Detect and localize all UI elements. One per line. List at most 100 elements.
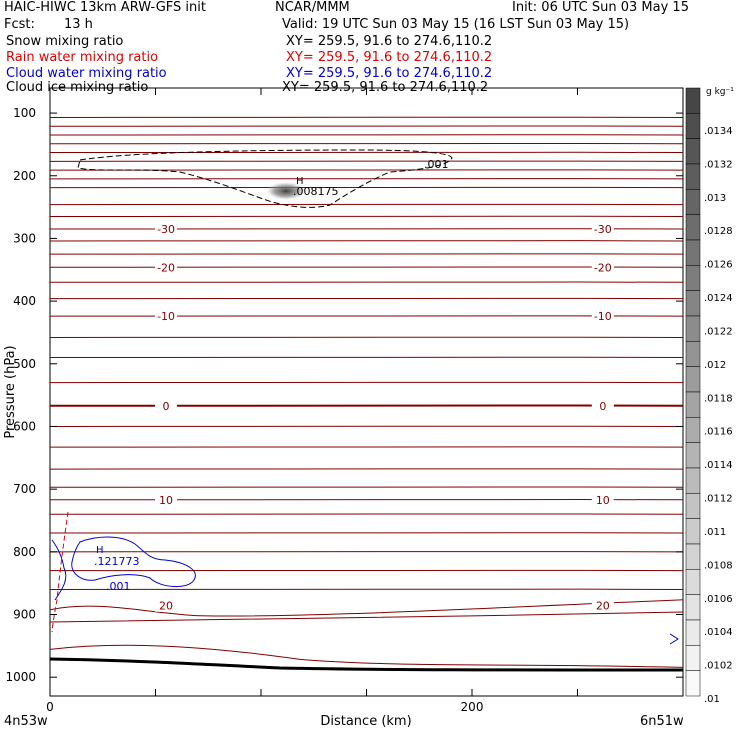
x-start-location: 4n53w bbox=[4, 714, 48, 729]
isotherm-label-bg bbox=[155, 261, 178, 274]
colorbar-label: .0102 bbox=[704, 661, 733, 672]
isotherm-line bbox=[49, 266, 684, 269]
colorbar-label: .0104 bbox=[704, 627, 733, 638]
isotherm-line bbox=[49, 178, 684, 180]
isotherm-label: 0 bbox=[599, 400, 606, 413]
colorbar-swatch bbox=[685, 341, 701, 367]
colorbar-swatch bbox=[685, 493, 701, 519]
colorbar-label: .0126 bbox=[704, 260, 733, 271]
y-tick-label: 100 bbox=[13, 106, 36, 120]
y-tick-label: 700 bbox=[13, 482, 36, 496]
colorbar-swatch bbox=[685, 619, 701, 646]
isotherm-line bbox=[49, 125, 684, 128]
surface-pressure-line bbox=[49, 657, 684, 672]
colorbar-label: .0134 bbox=[704, 126, 733, 137]
cloud-water-contour bbox=[71, 536, 196, 587]
cloud-ice-max-value: .008175 bbox=[293, 185, 339, 198]
isotherm-line bbox=[49, 499, 684, 501]
field-rain-name: Rain water mixing ratio bbox=[6, 50, 159, 65]
isotherm-label-bg bbox=[155, 493, 178, 506]
colorbar-label: .0114 bbox=[704, 460, 733, 471]
isotherm-line bbox=[49, 611, 684, 623]
colorbar-swatch bbox=[685, 87, 701, 114]
y-tick-label: 900 bbox=[13, 608, 36, 622]
field-snow-xy: XY= 259.5, 91.6 to 274.6,110.2 bbox=[286, 34, 493, 49]
isotherm-line bbox=[49, 513, 684, 516]
isotherm-line bbox=[49, 315, 684, 317]
colorbar-swatch bbox=[685, 645, 701, 671]
model-title: HAIC-HIWC 13km ARW-GFS init bbox=[4, 0, 206, 15]
init-time: Init: 06 UTC Sun 03 May 15 bbox=[512, 0, 689, 15]
isotherm-label-bg bbox=[155, 599, 178, 612]
isotherm-line bbox=[49, 215, 684, 218]
colorbar-label: .0122 bbox=[704, 326, 733, 337]
y-tick-label: 200 bbox=[13, 169, 36, 183]
isotherm-line bbox=[49, 486, 684, 489]
cloud-ice-shading bbox=[266, 182, 306, 200]
colorbar-swatch bbox=[685, 239, 701, 266]
colorbar-swatch bbox=[685, 417, 701, 443]
center-title: NCAR/MMM bbox=[275, 0, 350, 15]
field-cloudwater-name: Cloud water mixing ratio bbox=[6, 66, 167, 81]
colorbar-swatch bbox=[685, 442, 701, 469]
colorbar-label: .0132 bbox=[704, 159, 733, 170]
isotherm-line bbox=[49, 532, 684, 534]
isotherm-line bbox=[49, 116, 684, 119]
isotherm-label: -20 bbox=[594, 261, 612, 274]
isotherm-label-bg bbox=[591, 599, 614, 612]
cloud-water-contour-label: .001 bbox=[106, 580, 131, 593]
field-rain-xy: XY= 259.5, 91.6 to 274.6,110.2 bbox=[286, 50, 493, 65]
isotherm-label-bg bbox=[591, 493, 614, 506]
colorbar-label: .0116 bbox=[704, 427, 733, 438]
cloud-water-contour-left bbox=[51, 539, 67, 601]
isotherm-line bbox=[49, 569, 684, 572]
isotherm-label: 20 bbox=[159, 600, 173, 613]
isotherm-line bbox=[49, 281, 684, 284]
colorbar-swatch bbox=[685, 138, 701, 165]
isotherm-line bbox=[49, 551, 684, 553]
colorbar-label: .013 bbox=[704, 193, 726, 204]
isotherm-label: -10 bbox=[157, 310, 175, 323]
y-axis-title: Pressure (hPa) bbox=[3, 345, 18, 438]
x-axis-title: Distance (km) bbox=[320, 714, 411, 729]
cloud-water-max-marker: H bbox=[96, 545, 104, 556]
field-snow-name: Snow mixing ratio bbox=[6, 34, 124, 49]
x-tick-label: 0 bbox=[46, 700, 54, 714]
y-tick-label: 400 bbox=[13, 294, 36, 308]
isotherm-line bbox=[49, 336, 684, 339]
colorbar-unit: g kg⁻¹ bbox=[706, 87, 734, 97]
isotherm-label-bg bbox=[155, 223, 178, 236]
isotherm-line bbox=[49, 425, 684, 428]
colorbar-swatch bbox=[685, 391, 701, 418]
colorbar-swatch bbox=[685, 518, 701, 545]
colorbar-label: .0106 bbox=[704, 594, 733, 605]
colorbar-swatch bbox=[685, 543, 701, 570]
y-tick-label: 600 bbox=[13, 419, 36, 433]
colorbar-label: .012 bbox=[704, 360, 726, 371]
isotherm-line bbox=[49, 253, 684, 255]
isotherm-line bbox=[49, 134, 684, 136]
isotherm-label-bg bbox=[155, 399, 178, 412]
colorbar-swatch bbox=[685, 214, 701, 241]
isotherm-label-bg bbox=[591, 310, 614, 323]
y-tick-label: 800 bbox=[13, 545, 36, 559]
isotherm-line bbox=[49, 297, 684, 300]
isotherm-label-bg bbox=[155, 310, 178, 323]
isotherm-line bbox=[49, 588, 684, 591]
isotherm-line bbox=[49, 404, 684, 408]
isotherm-label: 10 bbox=[159, 494, 173, 507]
isotherm-line bbox=[49, 240, 684, 242]
isotherm-line bbox=[49, 160, 684, 163]
isotherm-label: 0 bbox=[163, 400, 170, 413]
cloud-ice-contour bbox=[77, 149, 453, 208]
colorbar-label: .0108 bbox=[704, 560, 733, 571]
x-end-location: 6n51w bbox=[640, 714, 684, 729]
isotherm-line bbox=[49, 468, 684, 470]
colorbar-label: .0112 bbox=[704, 494, 733, 505]
forecast-hour: 13 h bbox=[64, 17, 93, 32]
colorbar-label: .0118 bbox=[704, 393, 733, 404]
colorbar-swatch bbox=[685, 290, 701, 317]
isotherm-line bbox=[49, 203, 684, 206]
rain-water-contour bbox=[51, 511, 69, 633]
